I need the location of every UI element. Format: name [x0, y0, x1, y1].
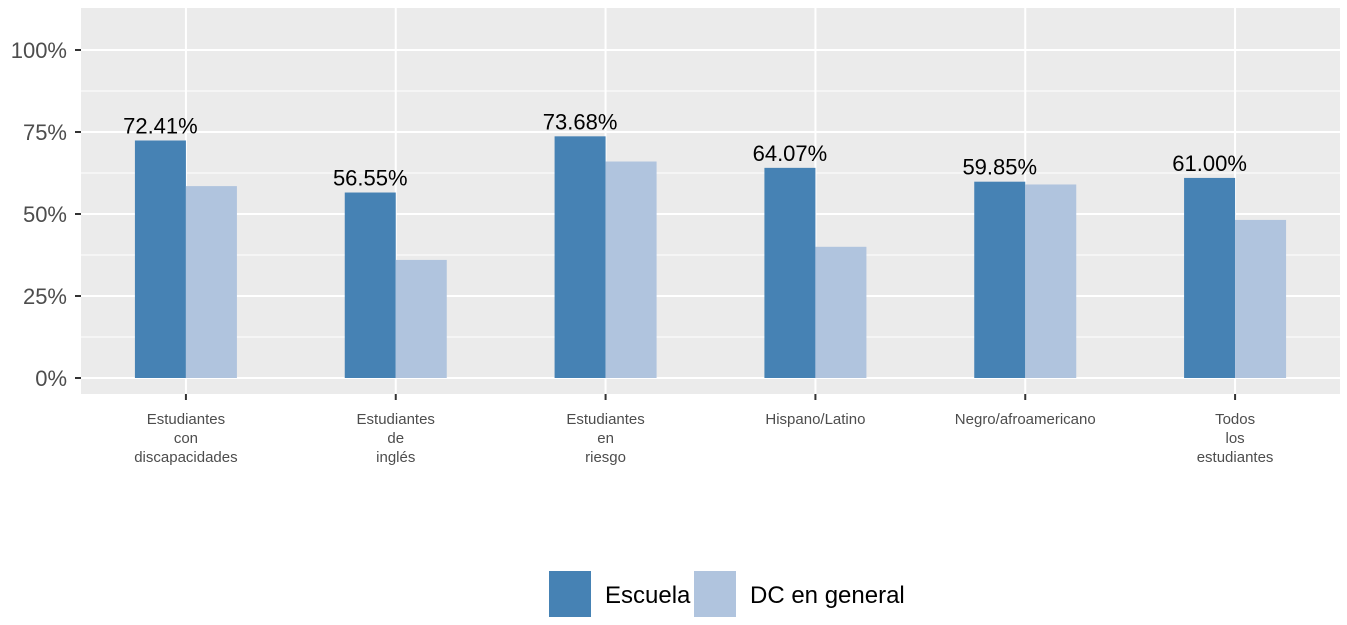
legend-key-dc-general: [694, 571, 736, 617]
data-label: 56.55%: [333, 166, 408, 191]
y-axis: 0% 25% 50% 75% 100%: [11, 38, 81, 391]
data-label: 72.41%: [123, 113, 198, 138]
bar-dc-general: [1235, 219, 1287, 378]
data-label: 64.07%: [753, 141, 828, 166]
bar-escuela: [764, 167, 816, 378]
y-tick-label: 100%: [11, 38, 67, 63]
bar-dc-general: [815, 246, 867, 378]
y-tick-label: 50%: [23, 202, 67, 227]
legend-label: Escuela: [605, 582, 691, 609]
bar-dc-general: [185, 186, 237, 378]
y-tick-label: 75%: [23, 120, 67, 145]
x-tick-label: Estudiantes de inglés: [357, 411, 435, 466]
bar-escuela: [344, 192, 396, 378]
bars: [134, 136, 1287, 378]
bar-escuela: [974, 181, 1026, 378]
x-axis: Estudiantes con discapacidades Estudiantes d…: [134, 394, 1273, 466]
legend-key-escuela: [549, 571, 591, 617]
legend-label: DC en general: [750, 582, 905, 609]
legend: Escuela DC en general: [549, 571, 905, 617]
x-tick-label: Estudiantes en riesgo: [566, 411, 644, 466]
data-label: 59.85%: [962, 155, 1037, 180]
bar-dc-general: [1025, 184, 1077, 378]
x-tick-label: Hispano/Latino: [765, 411, 865, 428]
bar-dc-general: [395, 259, 447, 378]
x-tick-label: Estudiantes con discapacidades: [134, 411, 237, 466]
bar-escuela: [1184, 177, 1236, 378]
data-labels: 72.41% 56.55% 73.68% 64.07% 59.85% 61.00%: [123, 109, 1247, 190]
data-label: 73.68%: [543, 109, 618, 134]
bar-escuela: [554, 136, 606, 378]
y-tick-label: 0%: [35, 366, 67, 391]
x-tick-label: Negro/afroamericano: [955, 411, 1096, 428]
bar-dc-general: [605, 161, 657, 378]
plot-panel: [81, 8, 1340, 394]
bar-escuela: [134, 140, 186, 378]
data-label: 61.00%: [1172, 151, 1247, 176]
panel-background: [81, 8, 1340, 394]
y-tick-label: 25%: [23, 284, 67, 309]
x-tick-label: Todos los estudiantes: [1197, 411, 1274, 466]
